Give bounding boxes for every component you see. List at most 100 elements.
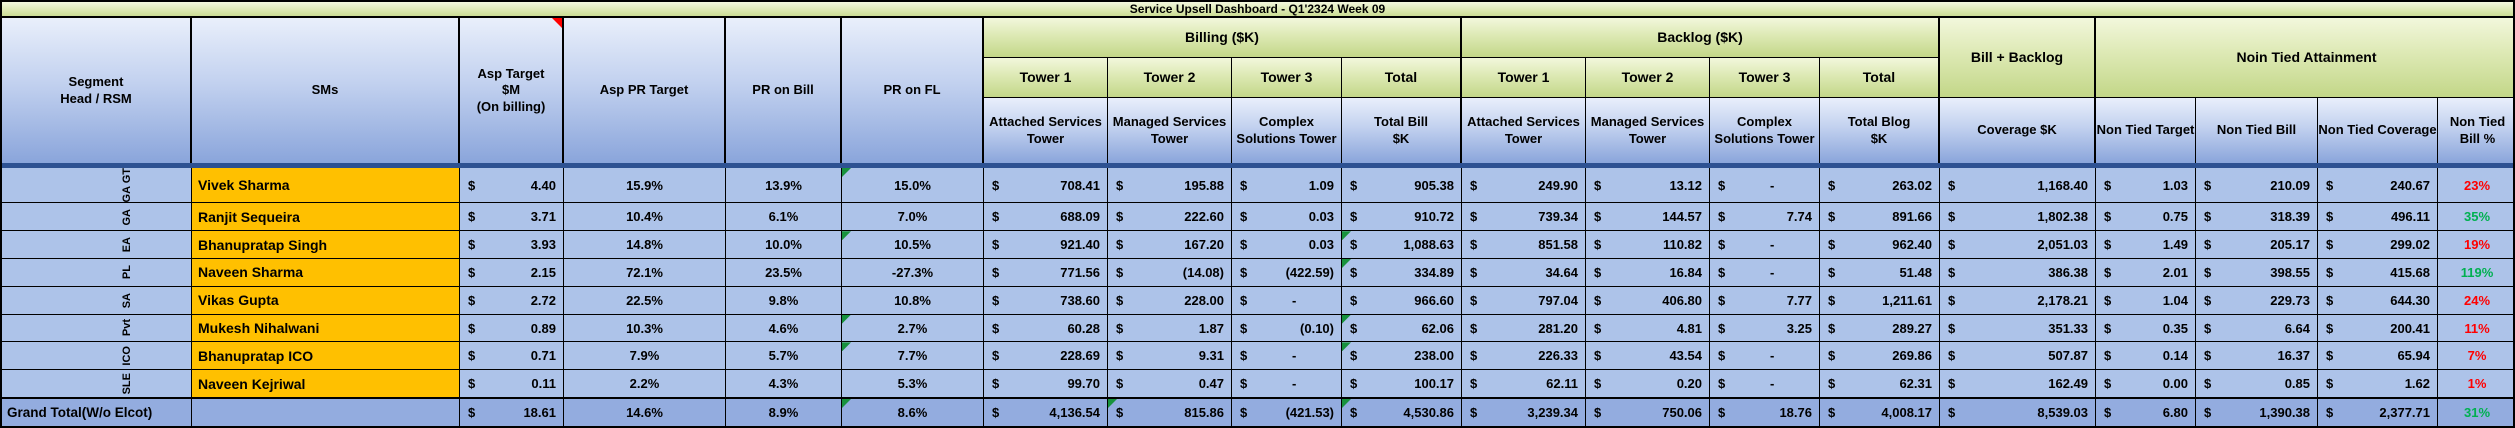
tower-header[interactable]: Tower 3 xyxy=(1710,58,1820,98)
cell-pr_on_fl[interactable]: 10.5% xyxy=(842,231,984,259)
cell-bill-3[interactable]: $1,088.63 xyxy=(1342,231,1462,259)
cell-bill-0[interactable]: $99.70 xyxy=(984,370,1108,398)
cell-nt_pct[interactable]: 7% xyxy=(2438,342,2513,369)
cell-nt_target[interactable]: $6.80 xyxy=(2096,399,2196,426)
cell-pr_on_bill[interactable]: 8.9% xyxy=(726,399,842,426)
cell-sm-name[interactable]: Naveen Kejriwal xyxy=(192,370,460,398)
cell-pr_on_fl[interactable]: 7.7% xyxy=(842,342,984,370)
cell-pr_on_bill[interactable]: 4.6% xyxy=(726,314,842,342)
dashboard-title-cell[interactable]: Service Upsell Dashboard - Q1'2324 Week … xyxy=(2,2,2513,18)
cell-backlog-1[interactable]: $144.57 xyxy=(1586,203,1710,231)
cell-asp_pr_target[interactable]: 14.8% xyxy=(564,231,726,259)
cell-bill-3[interactable]: $966.60 xyxy=(1342,286,1462,314)
cell-pr_on_fl[interactable]: 7.0% xyxy=(842,203,984,231)
column-header-asp-target[interactable]: Asp Target $M (On billing) xyxy=(460,18,564,163)
cell-backlog-1[interactable]: $0.20 xyxy=(1586,370,1710,398)
cell-backlog-2[interactable]: $ - xyxy=(1710,259,1820,286)
cell-coverage[interactable]: $2,178.21 xyxy=(1940,286,2096,314)
subheader-coverage[interactable]: Coverage $K xyxy=(1940,98,2096,163)
cell-bill-3[interactable]: $100.17 xyxy=(1342,370,1462,398)
cell-pr_on_fl[interactable]: -27.3% xyxy=(842,259,984,286)
cell-nt_bill[interactable]: $0.85 xyxy=(2196,370,2318,398)
cell-backlog-2[interactable]: $7.74 xyxy=(1710,203,1820,231)
cell-backlog-1[interactable]: $750.06 xyxy=(1586,399,1710,426)
cell-nt_target[interactable]: $0.75 xyxy=(2096,203,2196,231)
subheader-non-tied-bill-pct[interactable]: Non Tied Bill % xyxy=(2438,98,2513,163)
cell-nt_bill[interactable]: $205.17 xyxy=(2196,231,2318,259)
cell-nt_pct[interactable]: 1% xyxy=(2438,370,2513,397)
column-header-segment[interactable]: Segment Head / RSM xyxy=(2,18,192,163)
cell-backlog-3[interactable]: $1,211.61 xyxy=(1820,286,1940,314)
cell-backlog-1[interactable]: $110.82 xyxy=(1586,231,1710,259)
cell-bill-2[interactable]: $ (422.59) xyxy=(1232,259,1342,286)
tower-header[interactable]: Total xyxy=(1820,58,1940,98)
cell-nt_bill[interactable]: $210.09 xyxy=(2196,168,2318,203)
cell-backlog-3[interactable]: $4,008.17 xyxy=(1820,399,1940,426)
cell-segment[interactable]: GA xyxy=(2,203,192,231)
cell-coverage[interactable]: $8,539.03 xyxy=(1940,399,2096,426)
cell-nt_coverage[interactable]: $2,377.71 xyxy=(2318,399,2438,426)
subheader-total-blog[interactable]: Total Blog $K xyxy=(1820,98,1940,163)
cell-bill-0[interactable]: $60.28 xyxy=(984,314,1108,342)
cell-backlog-3[interactable]: $62.31 xyxy=(1820,370,1940,398)
subheader-managed-services[interactable]: Managed Services Tower xyxy=(1586,98,1710,163)
subheader-attached-services[interactable]: Attached Services Tower xyxy=(1462,98,1586,163)
cell-asp_target[interactable]: $0.71 xyxy=(460,342,564,370)
tower-header[interactable]: Tower 2 xyxy=(1108,58,1232,98)
cell-nt_target[interactable]: $0.14 xyxy=(2096,342,2196,370)
cell-backlog-1[interactable]: $406.80 xyxy=(1586,286,1710,314)
cell-backlog-1[interactable]: $43.54 xyxy=(1586,342,1710,370)
cell-backlog-3[interactable]: $289.27 xyxy=(1820,314,1940,342)
cell-backlog-0[interactable]: $3,239.34 xyxy=(1462,399,1586,426)
cell-pr_on_bill[interactable]: 4.3% xyxy=(726,370,842,398)
cell-bill-1[interactable]: $222.60 xyxy=(1108,203,1232,231)
cell-bill-0[interactable]: $688.09 xyxy=(984,203,1108,231)
cell-backlog-0[interactable]: $249.90 xyxy=(1462,168,1586,203)
subheader-managed-services[interactable]: Managed Services Tower xyxy=(1108,98,1232,163)
cell-segment[interactable]: SLE xyxy=(2,370,192,398)
cell-bill-2[interactable]: $ - xyxy=(1232,342,1342,370)
cell-asp_target[interactable]: $2.72 xyxy=(460,286,564,314)
cell-coverage[interactable]: $162.49 xyxy=(1940,370,2096,398)
cell-nt_target[interactable]: $1.04 xyxy=(2096,286,2196,314)
cell-coverage[interactable]: $351.33 xyxy=(1940,314,2096,342)
subheader-total-bill[interactable]: Total Bill $K xyxy=(1342,98,1462,163)
cell-pr_on_bill[interactable]: 10.0% xyxy=(726,231,842,259)
cell-asp_pr_target[interactable]: 10.4% xyxy=(564,203,726,231)
cell-nt_bill[interactable]: $229.73 xyxy=(2196,286,2318,314)
cell-sm-name[interactable]: Naveen Sharma xyxy=(192,259,460,286)
cell-backlog-0[interactable]: $851.58 xyxy=(1462,231,1586,259)
cell-nt_bill[interactable]: $6.64 xyxy=(2196,314,2318,342)
cell-asp_target[interactable]: $3.71 xyxy=(460,203,564,231)
cell-bill-2[interactable]: $ - xyxy=(1232,286,1342,314)
cell-backlog-1[interactable]: $13.12 xyxy=(1586,168,1710,203)
cell-backlog-0[interactable]: $226.33 xyxy=(1462,342,1586,370)
cell-pr_on_fl[interactable]: 10.8% xyxy=(842,286,984,314)
cell-segment[interactable]: SA xyxy=(2,286,192,314)
cell-bill-1[interactable]: $1.87 xyxy=(1108,314,1232,342)
cell-backlog-2[interactable]: $ - xyxy=(1710,370,1820,398)
cell-bill-2[interactable]: $0.03 xyxy=(1232,203,1342,231)
cell-asp_pr_target[interactable]: 2.2% xyxy=(564,370,726,398)
cell-nt_pct[interactable]: 24% xyxy=(2438,287,2513,314)
cell-nt_coverage[interactable]: $200.41 xyxy=(2318,314,2438,342)
tower-header[interactable]: Tower 3 xyxy=(1232,58,1342,98)
cell-nt_target[interactable]: $2.01 xyxy=(2096,259,2196,286)
cell-asp_pr_target[interactable]: 22.5% xyxy=(564,286,726,314)
cell-nt_pct[interactable]: 19% xyxy=(2438,231,2513,258)
subheader-complex-solutions[interactable]: Complex Solutions Tower xyxy=(1710,98,1820,163)
cell-coverage[interactable]: $2,051.03 xyxy=(1940,231,2096,259)
cell-sm-name[interactable]: Bhanupratap Singh xyxy=(192,231,460,259)
cell-bill-0[interactable]: $921.40 xyxy=(984,231,1108,259)
tower-header[interactable]: Tower 1 xyxy=(984,58,1108,98)
cell-coverage[interactable]: $507.87 xyxy=(1940,342,2096,370)
cell-grand-total-label[interactable]: Grand Total(W/o Elcot) xyxy=(2,399,192,426)
cell-backlog-2[interactable]: $ - xyxy=(1710,342,1820,370)
cell-asp_target[interactable]: $0.11 xyxy=(460,370,564,398)
cell-sm-name[interactable] xyxy=(192,399,460,426)
cell-nt_coverage[interactable]: $496.11 xyxy=(2318,203,2438,231)
cell-asp_pr_target[interactable]: 15.9% xyxy=(564,168,726,203)
cell-sm-name[interactable]: Vikas Gupta xyxy=(192,286,460,314)
group-header-bill-backlog[interactable]: Bill + Backlog xyxy=(1940,18,2096,98)
subheader-non-tied-target[interactable]: Non Tied Target xyxy=(2096,98,2196,163)
